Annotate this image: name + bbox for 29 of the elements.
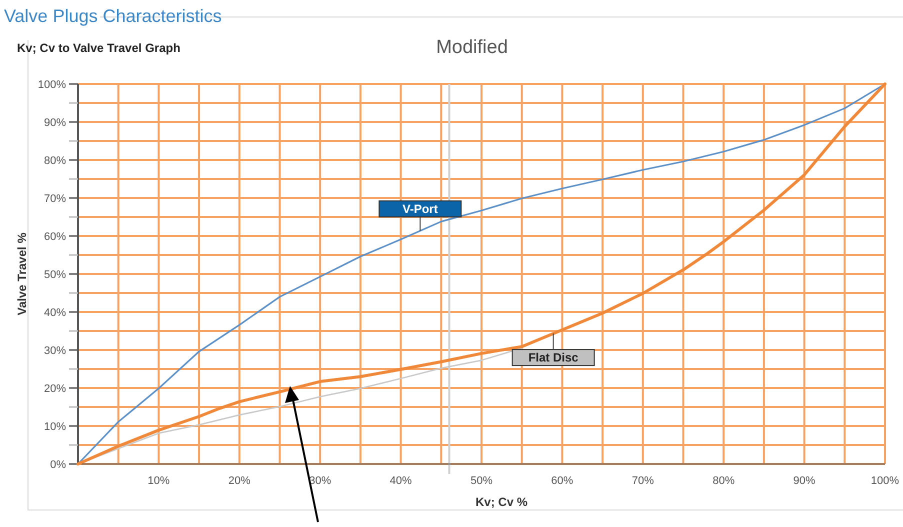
callout: V-Port	[378, 200, 462, 232]
y-tick-label: 100%	[38, 79, 66, 91]
y-tick-label: 60%	[44, 231, 66, 243]
x-tick-label: 70%	[632, 475, 654, 487]
y-tick-label: 0%	[50, 459, 66, 471]
x-tick-label: 40%	[390, 475, 412, 487]
x-tick-label: 10%	[148, 475, 170, 487]
callout: Flat Disc	[512, 333, 595, 366]
series-label: V-Port	[402, 202, 438, 216]
x-axis-title: Kv; Cv %	[475, 495, 528, 509]
x-tick-label: 100%	[870, 475, 900, 487]
y-tick-label: 50%	[44, 269, 66, 281]
y-tick-label: 40%	[44, 307, 66, 319]
y-tick-label: 20%	[44, 383, 66, 395]
x-tick-label: 20%	[228, 475, 251, 487]
y-tick-label: 30%	[44, 345, 66, 357]
series-label: Flat Disc	[528, 350, 579, 365]
y-tick-label: 70%	[44, 193, 66, 205]
chart-subtitle: Kv; Cv to Valve Travel Graph	[17, 41, 180, 55]
y-tick-label: 90%	[44, 117, 66, 129]
x-tick-label: 60%	[551, 475, 574, 487]
x-tick-label: 90%	[793, 475, 816, 487]
y-axis-title: Valve Travel %	[15, 232, 29, 316]
y-tick-label: 10%	[44, 421, 66, 433]
x-tick-label: 80%	[712, 475, 735, 487]
x-tick-label: 50%	[470, 475, 493, 487]
text: Modified	[436, 37, 508, 58]
y-tick-label: 80%	[44, 155, 66, 167]
chart-title: Valve Plugs Characteristics	[4, 6, 222, 26]
